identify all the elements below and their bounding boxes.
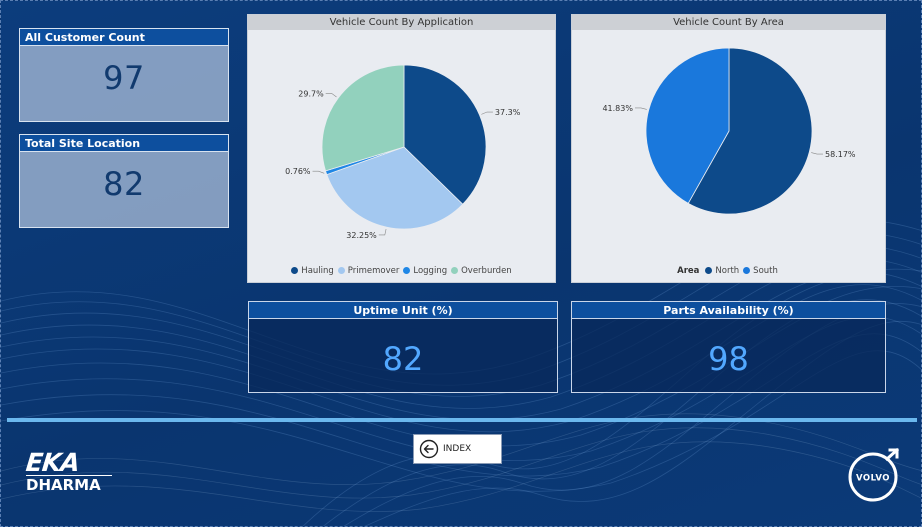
parts-value: 98 [708, 340, 749, 378]
application-legend-dot-primemover [337, 267, 345, 274]
customer-count-card: All Customer Count 97 [19, 28, 229, 122]
application-slice-primemover[interactable] [326, 146, 464, 230]
site-location-value: 82 [103, 165, 145, 203]
application-legend-label-hauling: Hauling [301, 266, 334, 276]
application-legend-dot-hauling [291, 267, 299, 274]
application-legend-label-primemover: Primemover [347, 266, 400, 276]
index-button-label: INDEX [443, 444, 472, 454]
area-leader-south [634, 107, 647, 110]
application-leader-primemover [378, 229, 387, 236]
area-legend-item-south[interactable]: South [743, 266, 778, 276]
application-leader-overburden [325, 93, 337, 98]
application-chart-panel: Vehicle Count By Application 37.3% 32.25%… [247, 14, 556, 283]
uptime-label: Uptime Unit (%) [249, 302, 557, 319]
site-location-card: Total Site Location 82 [19, 134, 229, 228]
area-slice-south[interactable] [645, 47, 730, 204]
application-legend-dot-logging [403, 267, 411, 274]
application-legend: Hauling Primemover Logging Overburden [248, 266, 555, 276]
parts-label: Parts Availability (%) [572, 302, 885, 319]
eka-logo-line1: EKA [24, 448, 81, 477]
uptime-card: Uptime Unit (%) 82 [248, 301, 558, 393]
application-legend-dot-overburden [451, 267, 459, 274]
application-label-logging: 0.76% [285, 167, 311, 176]
application-leader-logging [312, 170, 325, 174]
application-legend-item-hauling[interactable]: Hauling [291, 266, 334, 276]
eka-logo-line2: DHARMA [26, 475, 112, 494]
customer-count-value: 97 [103, 59, 145, 97]
application-label-primemover: 32.25% [346, 231, 377, 240]
volvo-logo-icon: VOLVO [848, 447, 900, 502]
application-chart-title: Vehicle Count By Application [248, 15, 555, 30]
area-legend: Area North South [572, 266, 885, 276]
area-label-north: 58.17% [825, 150, 856, 159]
section-divider [7, 418, 917, 422]
area-legend-item-north[interactable]: North [705, 266, 739, 276]
application-legend-item-primemover[interactable]: Primemover [337, 266, 400, 276]
area-pie-chart: 58.17% 41.83% [602, 47, 856, 215]
area-legend-title: Area [677, 266, 700, 276]
application-legend-label-overburden: Overburden [461, 266, 512, 276]
area-label-south: 41.83% [602, 104, 633, 113]
area-chart-title: Vehicle Count By Area [572, 15, 885, 30]
volvo-logo-text: VOLVO [856, 474, 890, 484]
application-legend-item-logging[interactable]: Logging [403, 266, 447, 276]
uptime-value: 82 [382, 340, 424, 378]
application-slice-hauling[interactable] [403, 64, 487, 205]
area-legend-label-north: North [715, 266, 740, 276]
area-legend-dot-north [705, 267, 713, 274]
parts-card: Parts Availability (%) 98 [571, 301, 886, 393]
area-leader-north [811, 152, 824, 155]
area-chart-panel: Vehicle Count By Area 58.17% 41.83% Area N… [571, 14, 886, 283]
application-leader-hauling [481, 111, 493, 115]
site-location-label: Total Site Location [20, 135, 228, 152]
index-button[interactable]: INDEX [413, 434, 502, 464]
application-legend-label-logging: Logging [413, 266, 448, 276]
area-slice-north[interactable] [687, 47, 813, 215]
application-label-overburden: 29.7% [298, 89, 324, 98]
eka-dharma-logo: EKA DHARMA [24, 448, 112, 497]
application-pie-chart: 37.3% 32.25% 0.76% 29.7% [285, 64, 521, 240]
customer-count-label: All Customer Count [20, 29, 228, 46]
application-slice-overburden[interactable] [321, 64, 405, 172]
application-legend-item-overburden[interactable]: Overburden [451, 266, 512, 276]
area-legend-label-south: South [753, 266, 778, 276]
application-label-hauling: 37.3% [495, 108, 521, 117]
area-legend-dot-south [743, 267, 751, 274]
arrow-left-circle-icon [419, 439, 439, 459]
